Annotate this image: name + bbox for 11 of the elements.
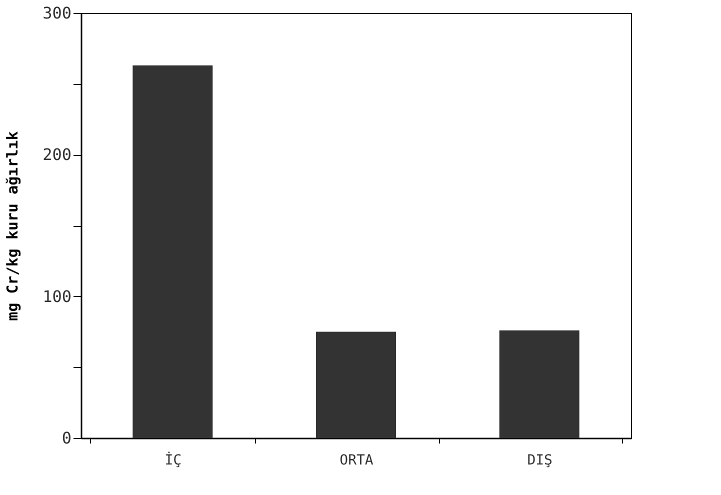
y-tick-label: 300 bbox=[42, 4, 72, 22]
x-tick-label: İÇ bbox=[164, 452, 182, 468]
y-axis-title: mg Cr/kg kuru ağırlık bbox=[4, 131, 22, 321]
y-tick-label: 200 bbox=[42, 145, 72, 164]
y-tick-label: 0 bbox=[62, 428, 72, 448]
x-tick-label: DIŞ bbox=[527, 452, 552, 468]
y-tick-label: 100 bbox=[42, 286, 72, 306]
bar bbox=[132, 65, 213, 438]
bar bbox=[499, 330, 580, 438]
bar bbox=[316, 332, 396, 438]
x-tick-label: ORTA bbox=[340, 452, 374, 468]
